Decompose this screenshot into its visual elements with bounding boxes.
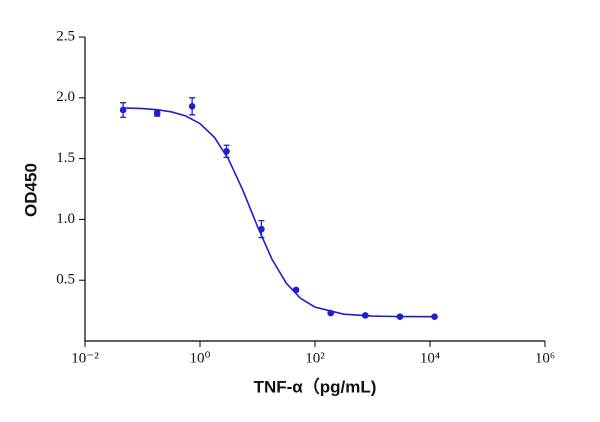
y-tick-label: 1.0 bbox=[56, 211, 75, 227]
y-tick-label: 0.5 bbox=[56, 272, 75, 288]
data-point bbox=[292, 286, 300, 294]
x-tick-label: 10⁴ bbox=[420, 350, 440, 366]
y-tick-label: 2.0 bbox=[56, 89, 75, 105]
data-point bbox=[362, 312, 369, 319]
x-tick-label: 10⁻² bbox=[71, 350, 99, 366]
y-tick-label: 2.5 bbox=[56, 28, 75, 44]
y-tick-label: 1.5 bbox=[56, 150, 75, 166]
data-point bbox=[396, 313, 404, 320]
x-axis-title: TNF-α（pg/mL) bbox=[254, 376, 377, 396]
y-axis-title: OD450 bbox=[21, 163, 40, 217]
x-tick-label: 10² bbox=[305, 350, 325, 366]
x-tick-label: 10⁶ bbox=[535, 350, 555, 366]
data-point bbox=[119, 106, 127, 114]
data-point bbox=[327, 309, 334, 317]
x-tick-label: 10⁰ bbox=[189, 350, 210, 366]
data-point bbox=[431, 313, 438, 320]
data-point bbox=[223, 148, 230, 155]
data-point bbox=[188, 103, 196, 110]
data-point bbox=[258, 225, 265, 233]
fit-curve bbox=[125, 107, 433, 318]
data-point bbox=[153, 110, 161, 117]
